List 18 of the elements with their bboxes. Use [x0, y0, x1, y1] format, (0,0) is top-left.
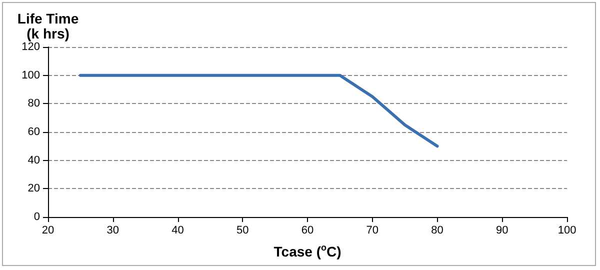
y-tick-label: 60 [28, 126, 40, 138]
x-tick-label: 60 [301, 224, 314, 236]
x-tick-label: 30 [106, 224, 119, 236]
line-series [78, 74, 439, 148]
x-tick-label: 20 [42, 224, 54, 236]
y-tick-label: 120 [22, 41, 40, 53]
y-tick-label: 0 [34, 211, 40, 223]
x-tick-label: 80 [431, 224, 444, 236]
y-tick-label: 100 [22, 69, 40, 82]
x-tick-label: 90 [496, 224, 508, 236]
x-tick-label: 40 [172, 224, 184, 236]
x-tick-label: 70 [366, 224, 378, 236]
x-tick-label: 100 [558, 224, 576, 236]
y-axis-title: Life Time (k hrs) [17, 10, 79, 42]
y-tick-label: 40 [28, 154, 40, 166]
y-tick-label: 80 [28, 98, 40, 110]
x-tick-label: 50 [236, 224, 249, 236]
y-tick-label: 20 [28, 182, 40, 195]
